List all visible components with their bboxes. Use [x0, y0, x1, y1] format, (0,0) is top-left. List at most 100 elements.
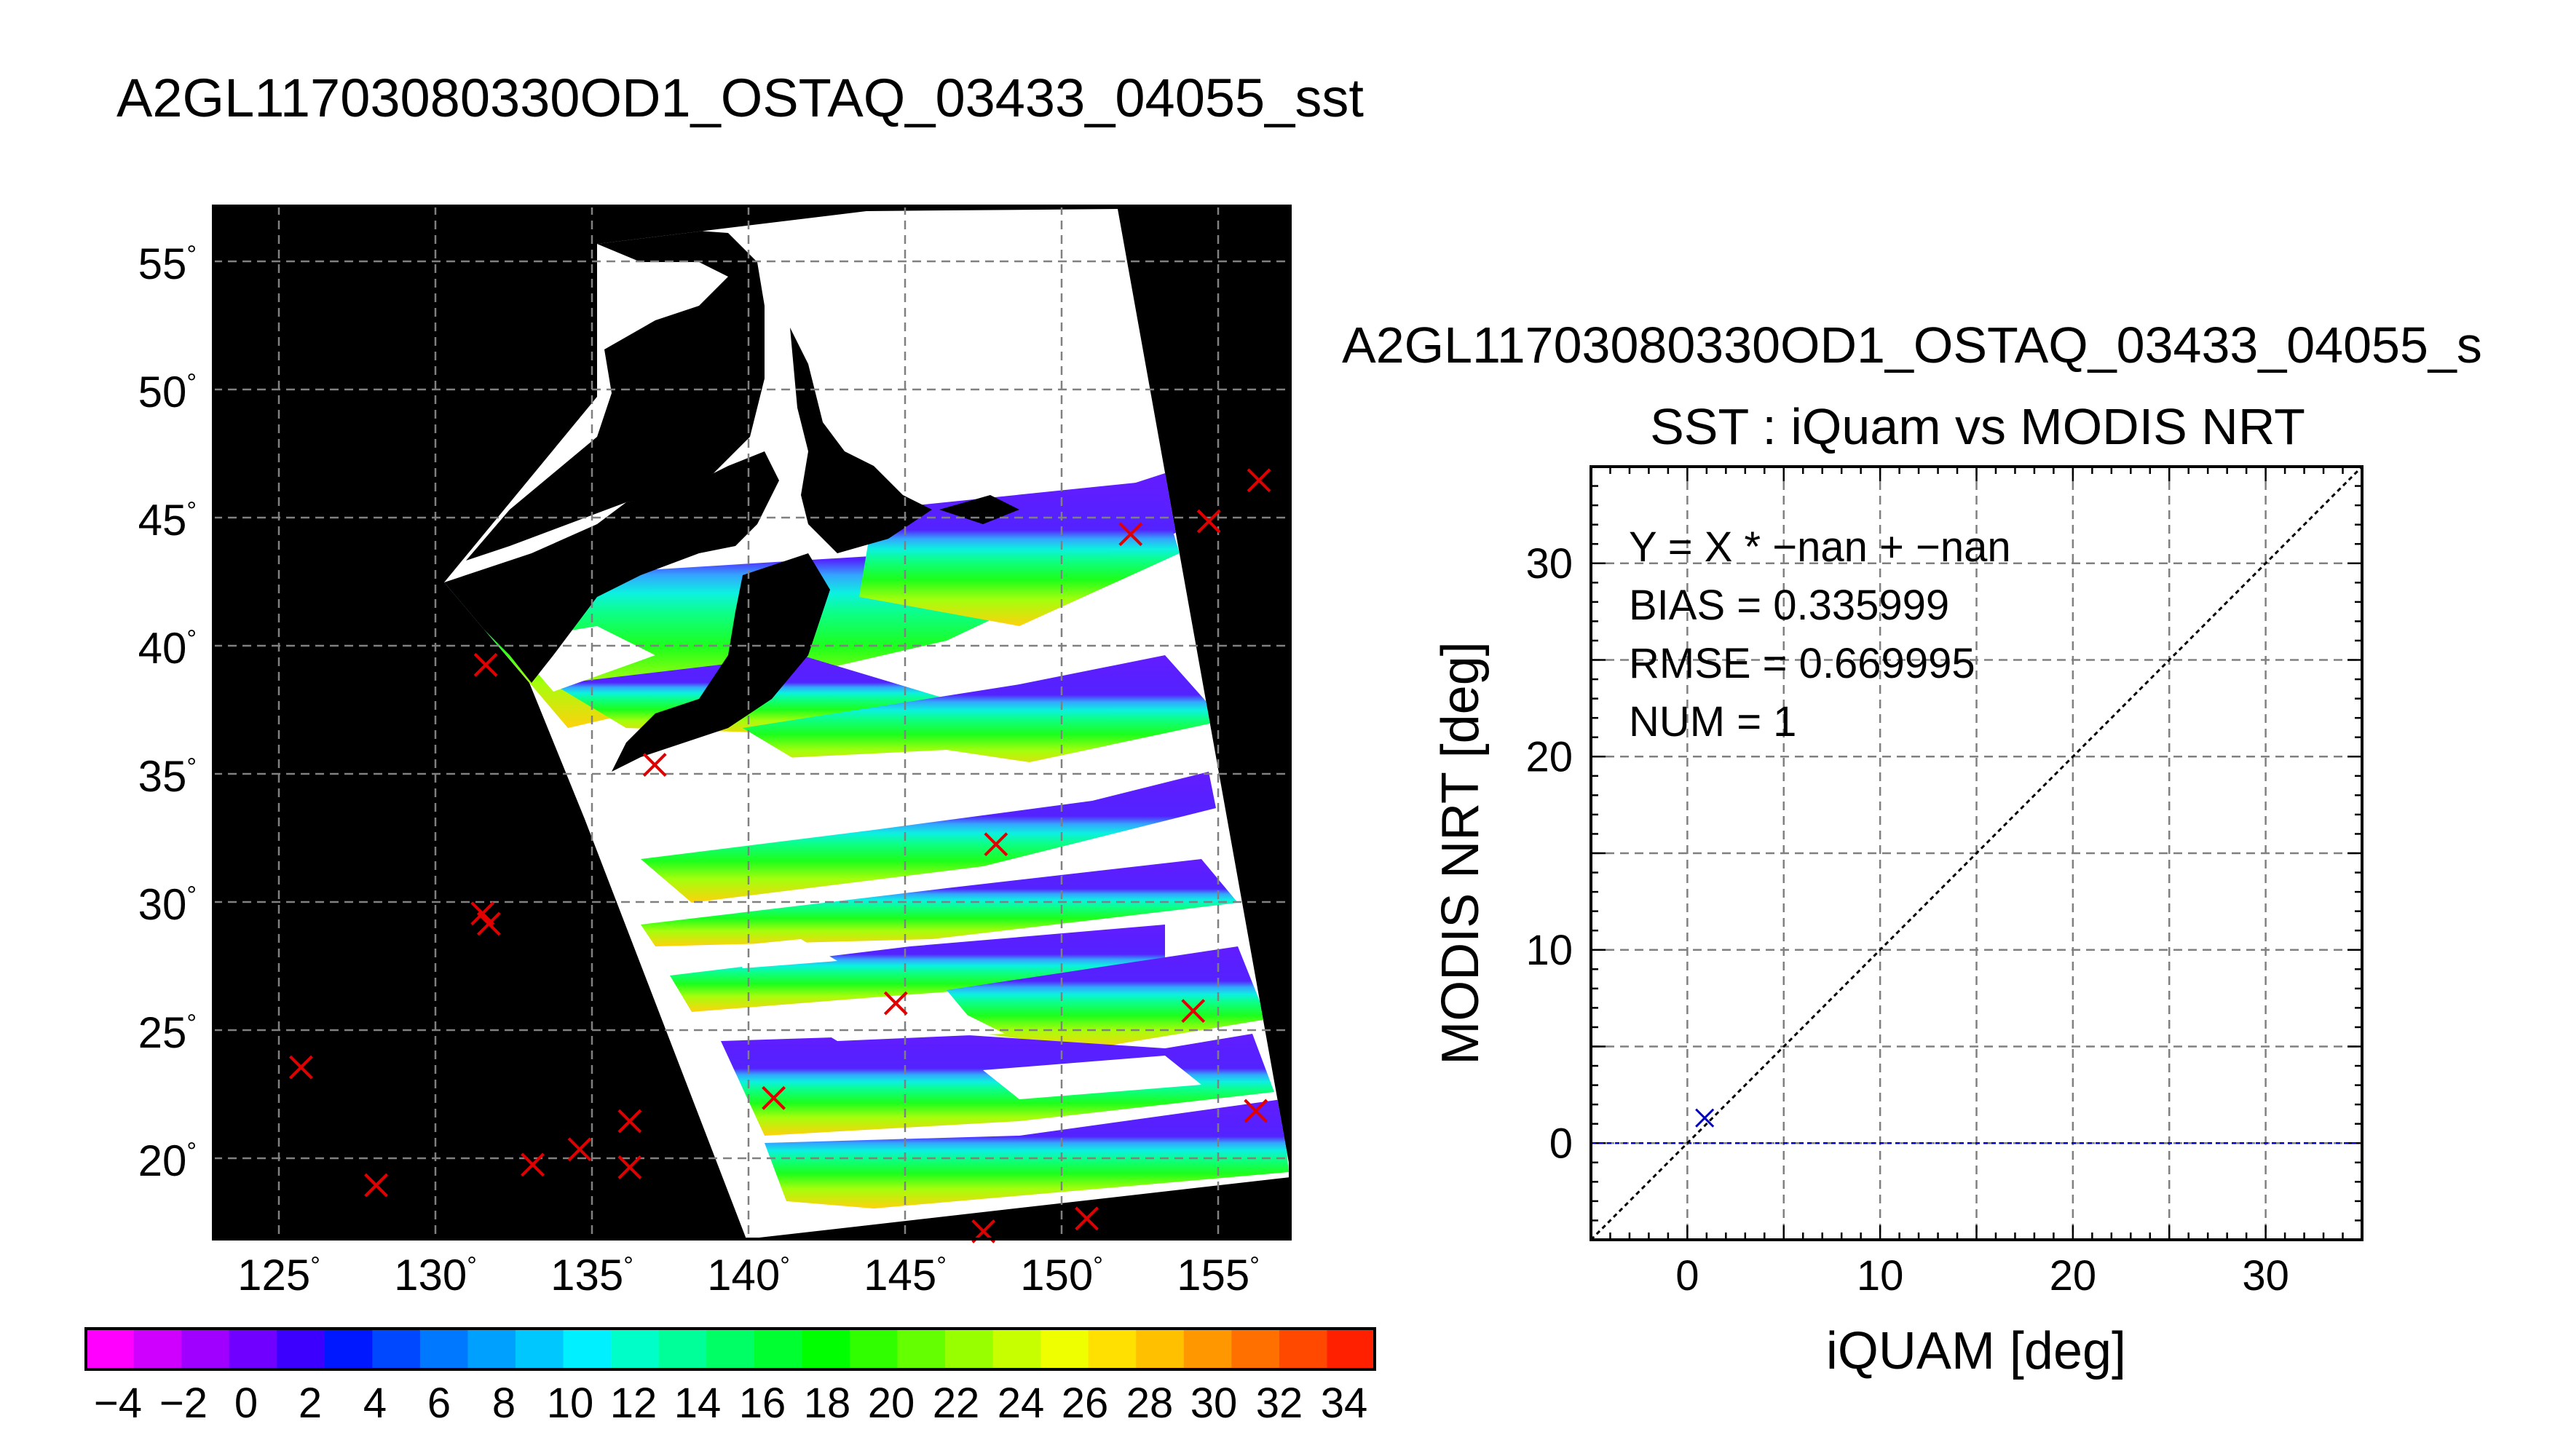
station-marker [567, 1137, 592, 1162]
colorbar-tick-label: 16 [739, 1380, 786, 1427]
colorbar-cell [324, 1329, 373, 1369]
colorbar-cell [754, 1329, 802, 1369]
colorbar-tick-label: 8 [492, 1380, 516, 1427]
station-marker [1075, 1206, 1099, 1231]
colorbar-tick-label: 28 [1126, 1380, 1174, 1427]
stats-box: Y = X * −nan + −nan BIAS = 0.335999 RMSE… [1629, 523, 2011, 745]
map-title: A2GL11703080330OD1_OSTAQ_03433_04055_sst [117, 68, 1364, 128]
colorbar-tick-label: 20 [868, 1380, 915, 1427]
fit-equation: Y = X * −nan + −nan [1629, 523, 2011, 571]
colorbar-tick-label: 26 [1062, 1380, 1109, 1427]
x-tick-label: 10 [1857, 1252, 1904, 1299]
one-to-one-line [1590, 465, 2364, 1241]
station-marker [1196, 509, 1221, 534]
colorbar-cell [945, 1329, 994, 1369]
map-graticule [213, 206, 1290, 1239]
colorbar-cell [1183, 1329, 1232, 1369]
lon-tick-label: 135° [550, 1251, 633, 1299]
lat-tick-label: 50° [138, 368, 197, 416]
station-marker [1181, 999, 1206, 1024]
station-marker [883, 991, 908, 1016]
colorbar-cell [1327, 1329, 1375, 1369]
scatter-plot: Y = X * −nan + −nan BIAS = 0.335999 RMSE… [1590, 465, 2364, 1241]
lon-tick-label: 140° [707, 1251, 790, 1299]
y-tick-label: 10 [1525, 927, 1573, 974]
colorbar-cell [849, 1329, 898, 1369]
lat-tick-label: 55° [138, 240, 197, 288]
colorbar-cell [611, 1329, 660, 1369]
station-marker [1244, 1099, 1268, 1123]
station-marker [288, 1055, 313, 1080]
colorbar-tick-label: −2 [159, 1380, 208, 1427]
cloud-areas [510, 626, 1201, 1099]
colorbar-tick-label: 34 [1321, 1380, 1368, 1427]
y-tick-label: 30 [1525, 540, 1573, 587]
colorbar-cell [372, 1329, 421, 1369]
land-masses [444, 229, 1019, 772]
colorbar-cell [516, 1329, 564, 1369]
colorbar-cell [706, 1329, 755, 1369]
colorbar-cell [1088, 1329, 1137, 1369]
x-tick-label: 0 [1675, 1252, 1699, 1299]
station-marker [476, 911, 501, 936]
colorbar-tick-label: 32 [1256, 1380, 1303, 1427]
lat-tick-label: 30° [138, 880, 197, 929]
scatter-x-tick-labels: 0 10 20 30 [1675, 1252, 2289, 1299]
station-marker [473, 652, 498, 677]
station-marker [617, 1155, 642, 1179]
colorbar-tick-label: 30 [1190, 1380, 1238, 1427]
station-marker [984, 832, 1008, 857]
colorbar-cell [277, 1329, 325, 1369]
lat-tick-label: 20° [138, 1136, 197, 1185]
colorbar-cell [419, 1329, 468, 1369]
y-axis-label: MODIS NRT [deg] [1431, 641, 1490, 1065]
lat-tick-label: 40° [138, 624, 197, 673]
colorbar-cell [992, 1329, 1041, 1369]
scatter-y-tick-labels: 0 10 20 30 [1525, 540, 1573, 1168]
colorbar-tick-label: 10 [547, 1380, 594, 1427]
rmse-value: RMSE = 0.669995 [1629, 640, 1975, 687]
lat-tick-label: 45° [138, 496, 197, 545]
station-marker [642, 753, 667, 778]
colorbar-tick-label: 6 [427, 1380, 451, 1427]
colorbar-tick-label: 0 [234, 1380, 258, 1427]
lat-tick-label: 35° [138, 752, 197, 801]
colorbar-tick-label: 12 [610, 1380, 657, 1427]
plot-frame [1590, 465, 2364, 1241]
colorbar-cell [658, 1329, 707, 1369]
colorbar-cell [86, 1329, 135, 1369]
colorbar-cell [563, 1329, 612, 1369]
lon-tick-label: 155° [1177, 1251, 1260, 1299]
station-marker [1247, 468, 1271, 493]
scatter-title: SST : iQuam vs MODIS NRT [1650, 398, 2305, 455]
lon-tick-label: 125° [237, 1251, 320, 1299]
map-markers [288, 468, 1271, 1243]
colorbar-tick-label: 18 [804, 1380, 851, 1427]
colorbar-cell [133, 1329, 182, 1369]
station-marker [762, 1085, 786, 1110]
colorbar-cell [1040, 1329, 1089, 1369]
colorbar-cell [229, 1329, 277, 1369]
colorbar-cell [467, 1329, 516, 1369]
colorbar-cell [802, 1329, 850, 1369]
colorbar-frame [84, 1327, 1376, 1371]
scatter-points [1695, 1108, 1715, 1128]
colorbar-cells [86, 1329, 1375, 1369]
colorbar-tick-label: 14 [674, 1380, 722, 1427]
map-lon-labels: 125° 130° 135° 140° 145° 150° 155° [237, 1251, 1260, 1299]
station-marker [1118, 522, 1143, 547]
colorbar-tick-label: 22 [933, 1380, 980, 1427]
colorbar-cell [1136, 1329, 1185, 1369]
colorbar-tick-label: 24 [998, 1380, 1045, 1427]
map-lat-labels: 55° 50° 45° 40° 35° 30° 25° 20° [138, 240, 197, 1185]
map-frame [212, 205, 1292, 1241]
lon-tick-label: 130° [394, 1251, 477, 1299]
x-axis-label: iQUAM [deg] [1826, 1322, 2126, 1380]
colorbar-tick-label: 2 [299, 1380, 322, 1427]
colorbar-tick-label: 4 [363, 1380, 387, 1427]
lon-tick-label: 145° [864, 1251, 947, 1299]
scatter-point [1695, 1108, 1715, 1128]
scatter-file-title: A2GL11703080330OD1_OSTAQ_03433_04055_s [1342, 317, 2482, 373]
lon-tick-label: 150° [1020, 1251, 1103, 1299]
